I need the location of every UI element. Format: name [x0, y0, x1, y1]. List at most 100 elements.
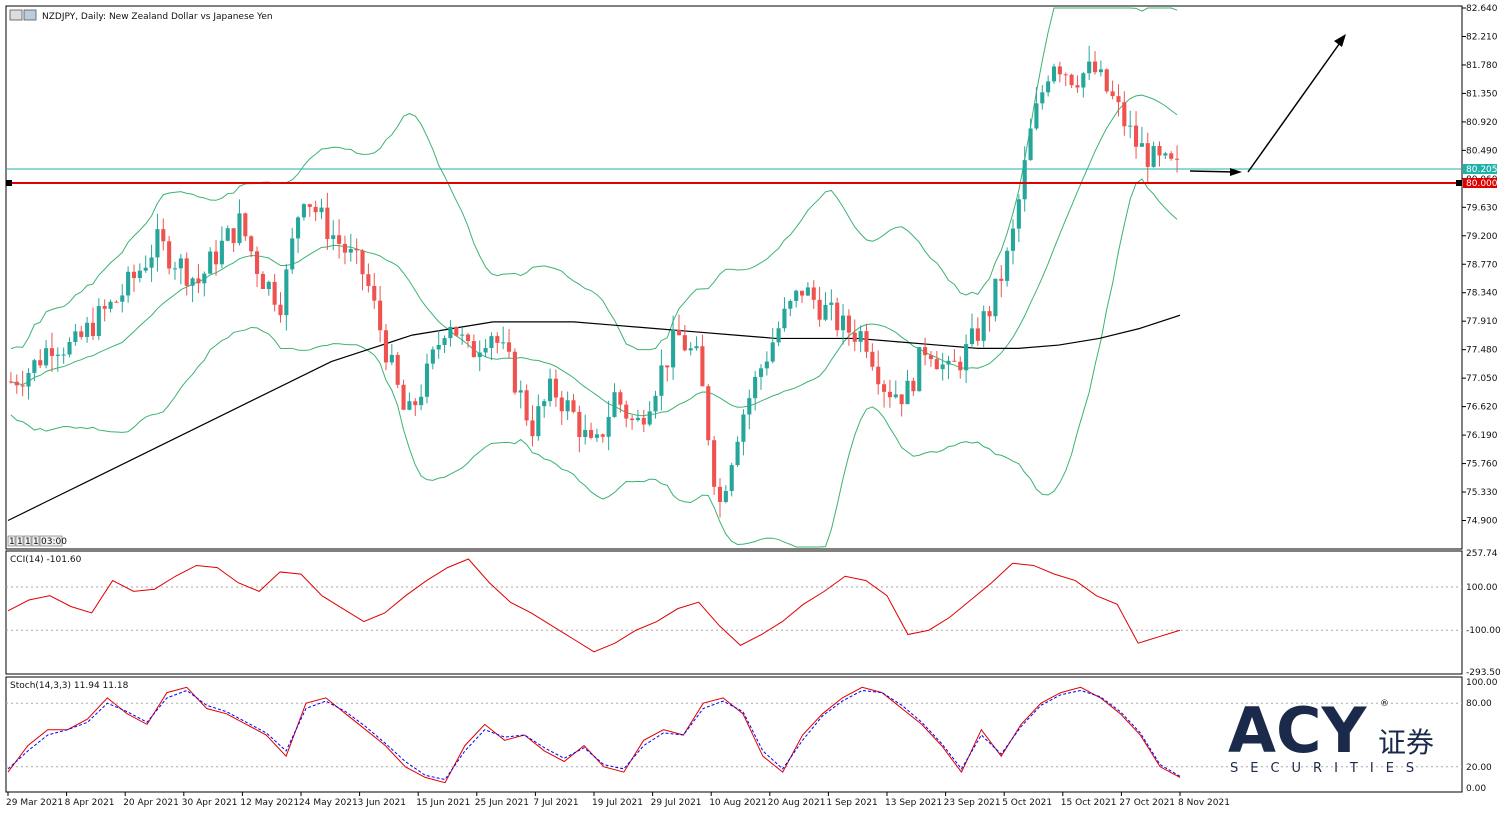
stoch-axis-label: 20.00 [1466, 763, 1492, 773]
candle-body [1151, 146, 1156, 167]
candlesticks [8, 45, 1180, 518]
candle-body [1133, 125, 1139, 147]
timeframe-button [23, 535, 32, 547]
cci-axis-label: 257.74 [1466, 549, 1498, 559]
candle-body [143, 267, 148, 271]
candle-body [835, 302, 840, 331]
support-level-handle-left[interactable] [6, 180, 12, 186]
time-tick-label: 23 Sep 2021 [944, 798, 1001, 808]
candle-body [987, 311, 992, 317]
candle-body [395, 354, 400, 385]
logo-main-text: ACY [1228, 694, 1367, 767]
price-tick-label: 79.630 [1466, 203, 1498, 213]
candle-body [893, 394, 898, 398]
time-tick-label: 19 Jul 2021 [592, 798, 643, 808]
candle-body [1075, 85, 1080, 88]
logo-registered: ® [1380, 699, 1389, 709]
candle-body [137, 270, 142, 279]
candle-body [67, 341, 72, 355]
candle-body [337, 235, 342, 244]
price-tick-label: 82.640 [1466, 4, 1498, 14]
candle-body [542, 401, 547, 407]
candle-body [172, 268, 178, 270]
time-tick-label: 3 Jun 2021 [358, 798, 406, 808]
timeframe-button-label: 1 [25, 537, 31, 547]
candle-body [506, 342, 512, 352]
candle-body [313, 206, 318, 213]
candle-body [231, 228, 236, 244]
candle-body [413, 401, 418, 406]
projection-arrows [1189, 34, 1346, 176]
time-tick-label: 10 Aug 2021 [709, 798, 767, 808]
time-tick-label: 8 Nov 2021 [1178, 798, 1230, 808]
candle-body [1104, 69, 1109, 92]
candle-body [647, 411, 652, 425]
main-panel-frame [5, 5, 1463, 550]
candle-body [741, 414, 746, 442]
candle-body [131, 271, 137, 279]
candle-body [999, 278, 1004, 281]
candle-body [460, 334, 465, 336]
candle-body [676, 329, 682, 336]
candle-body [887, 391, 892, 398]
candle-body [61, 354, 66, 356]
moving-average-path [7, 314, 1181, 522]
candle-body [671, 329, 676, 368]
candle-body [811, 287, 816, 300]
candle-body [126, 271, 131, 296]
candle-body [483, 347, 488, 353]
candle-body [794, 290, 799, 301]
candle-body [1110, 91, 1115, 97]
candle-body [366, 274, 371, 286]
timeframe-buttons: 1 1 1 1 03:00 [7, 535, 67, 547]
time-tick-label: 1 Sep 2021 [826, 798, 877, 808]
candle-body [940, 364, 945, 370]
candle-body [1098, 69, 1103, 73]
cci-panel-frame [5, 550, 1463, 675]
candle-body [1081, 73, 1086, 88]
candle-body [436, 344, 441, 350]
candle-body [167, 241, 172, 269]
candle-body [284, 269, 289, 316]
candle-body [360, 250, 365, 275]
time-tick-label: 30 Apr 2021 [182, 798, 238, 808]
price-tick-label: 81.350 [1466, 89, 1498, 99]
candle-body [594, 434, 599, 438]
up-arrow-head [1334, 34, 1346, 47]
candle-body [278, 304, 283, 316]
candle-body [717, 486, 723, 502]
candle-body [571, 400, 576, 412]
candle-body [272, 281, 277, 305]
price-tick-label: 78.340 [1466, 289, 1498, 299]
time-tick-label: 15 Oct 2021 [1061, 798, 1117, 808]
candle-body [38, 360, 43, 366]
candle-body [407, 401, 412, 410]
candle-body [20, 385, 25, 387]
chart-window-icon-inner [23, 9, 37, 21]
candle-body [331, 235, 336, 240]
candle-body [190, 278, 195, 286]
chart-title: NZDJPY, Daily: New Zealand Dollar vs Jap… [42, 12, 273, 22]
candle-body [354, 248, 359, 251]
candle-body [90, 322, 96, 336]
candle-body [1069, 74, 1074, 86]
candle-body [430, 349, 435, 364]
stoch-lines [7, 686, 1181, 784]
support-level-handle-right[interactable] [1456, 180, 1462, 186]
candle-body [254, 251, 260, 274]
candle-body [524, 390, 529, 421]
candle-body [108, 301, 113, 309]
stoch-signal-path [7, 689, 1181, 781]
price-tick-label: 80.920 [1466, 118, 1498, 128]
candle-body [319, 207, 324, 213]
time-tick-label: 20 Apr 2021 [123, 798, 179, 808]
candle-body [1028, 128, 1033, 161]
candle-body [495, 336, 500, 343]
candle-body [747, 398, 752, 415]
moving-average-line [7, 314, 1181, 522]
candle-body [266, 281, 271, 290]
candle-body [729, 465, 734, 491]
candle-body [1092, 61, 1098, 73]
cci-path [7, 558, 1181, 653]
